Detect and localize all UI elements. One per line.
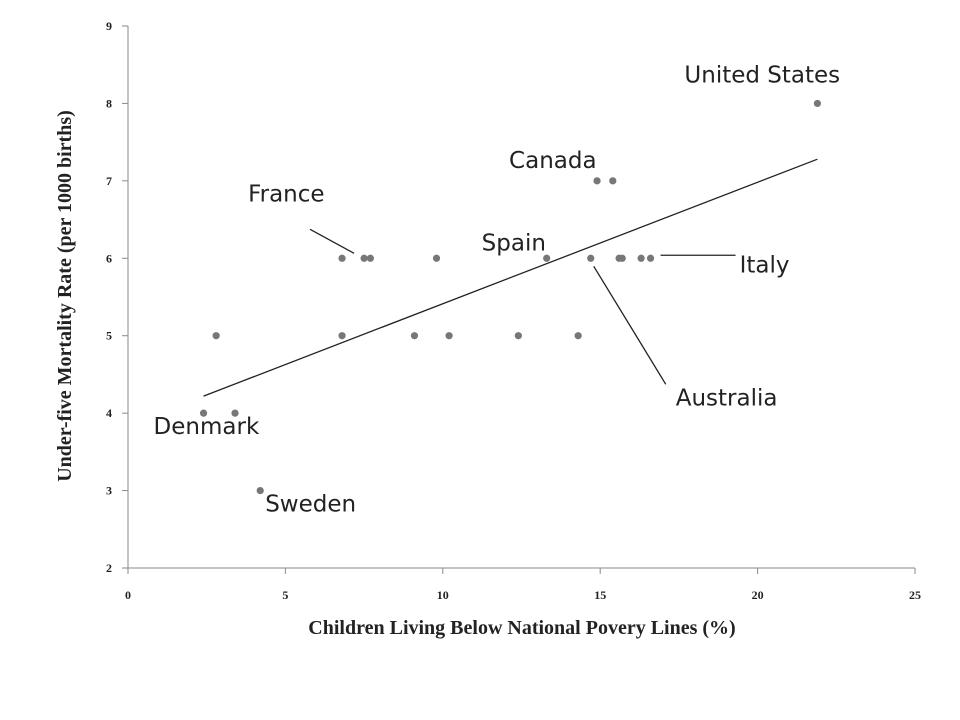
- y-tick-label: 4: [106, 406, 112, 420]
- y-tick-label: 7: [106, 174, 112, 188]
- y-tick-label: 6: [106, 251, 112, 265]
- annotation-leader-line: [593, 265, 667, 385]
- y-tick-label: 5: [106, 329, 112, 343]
- y-axis-title: Under-five Mortality Rate (per 1000 birt…: [54, 110, 76, 482]
- data-point: [199, 409, 208, 417]
- x-tick-label: 15: [594, 588, 606, 602]
- annotation-label: Italy: [740, 252, 790, 278]
- data-point: [366, 254, 374, 262]
- annotations: United States Canada France Spain Italy Austr…: [154, 62, 841, 517]
- data-point: [514, 332, 522, 340]
- annotation-label: Spain: [482, 230, 546, 256]
- data-point: [410, 332, 419, 340]
- x-axis-title: Children Living Below National Povery Li…: [308, 617, 735, 639]
- data-point: [574, 332, 582, 340]
- y-tick-label: 8: [106, 96, 112, 110]
- x-tick-label: 5: [282, 588, 288, 602]
- x-tick-label: 25: [909, 588, 921, 602]
- data-point: [445, 332, 453, 340]
- annotation-leader-line: [309, 228, 355, 254]
- y-tick-label: 3: [106, 484, 112, 498]
- data-point: [543, 254, 551, 262]
- annotation-label: France: [248, 181, 324, 207]
- data-point: [646, 254, 655, 262]
- data-point: [338, 254, 346, 262]
- annotation-label: United States: [684, 62, 840, 88]
- data-point: [360, 254, 368, 262]
- annotation-label: Denmark: [154, 414, 260, 440]
- data-point: [637, 254, 645, 262]
- annotation-label: Sweden: [265, 492, 356, 518]
- data-point: [609, 177, 617, 185]
- data-points: [199, 99, 822, 495]
- data-point: [256, 486, 264, 495]
- axes: 2 3 4 5 6 7 8 9 0 5 10 15 20 25: [106, 19, 921, 602]
- data-point: [587, 254, 595, 262]
- annotation-label: Canada: [509, 148, 597, 174]
- data-point: [813, 99, 822, 108]
- x-tick-label: 10: [437, 588, 449, 602]
- trendline-layer: [203, 158, 818, 397]
- data-point: [338, 332, 346, 340]
- data-point: [212, 332, 220, 340]
- data-point: [231, 409, 239, 417]
- x-tick-label: 20: [752, 588, 764, 602]
- trendline: [203, 158, 818, 397]
- data-point: [432, 254, 441, 262]
- y-tick-label: 2: [106, 561, 112, 575]
- y-tick-label: 9: [106, 19, 112, 33]
- annotation-label: Australia: [676, 385, 778, 411]
- annotation-leaders: [309, 228, 736, 385]
- data-point: [593, 177, 601, 185]
- x-tick-label: 0: [125, 588, 131, 602]
- data-point: [618, 254, 626, 262]
